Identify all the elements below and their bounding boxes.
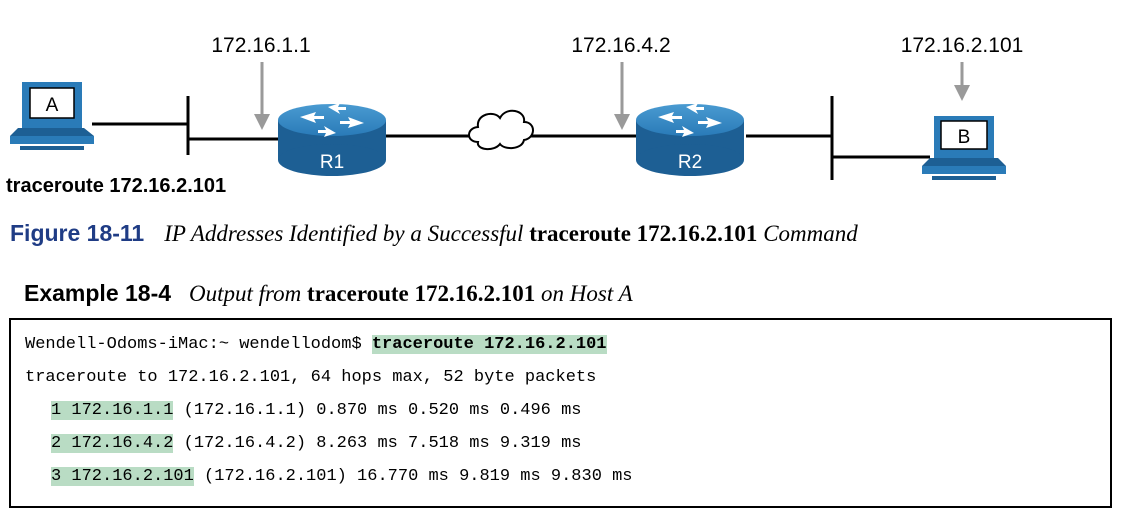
console-line-prompt: Wendell-Odoms-iMac:~ wendellodom$ tracer… — [25, 328, 1096, 361]
hop2-arrow — [614, 62, 630, 130]
dest-arrow — [954, 62, 970, 101]
network-diagram: 172.16.1.1 172.16.4.2 172.16.2.101 — [6, 34, 1024, 197]
example-caption-text-a: Output from — [189, 281, 308, 306]
hop1-arrow — [254, 62, 270, 130]
console-hop-row: 3 172.16.2.101 (172.16.2.101) 16.770 ms … — [25, 460, 1096, 493]
console-hop-row: 2 172.16.4.2 (172.16.4.2) 8.263 ms 7.518… — [25, 427, 1096, 460]
console-hop-row: 1 172.16.1.1 (172.16.1.1) 0.870 ms 0.520… — [25, 394, 1096, 427]
host-b-label: B — [958, 127, 971, 148]
dest-ip-label: 172.16.2.101 — [901, 34, 1024, 57]
example-caption-text-b: on Host A — [535, 281, 633, 306]
hop2-ip-label: 172.16.4.2 — [571, 34, 670, 57]
console-output: Wendell-Odoms-iMac:~ wendellodom$ tracer… — [9, 318, 1112, 508]
example-caption: Example 18-4 Output from traceroute 172.1… — [24, 280, 633, 307]
wan-cloud-icon — [468, 109, 534, 150]
host-a-icon — [10, 82, 94, 150]
hop-details: (172.16.4.2) 8.263 ms 7.518 ms 9.319 ms — [173, 434, 582, 453]
hop-id: 2 172.16.4.2 — [51, 434, 174, 453]
hop-id: 1 172.16.1.1 — [51, 401, 174, 420]
hop1-ip-label: 172.16.1.1 — [211, 34, 310, 57]
host-b-icon — [922, 116, 1006, 180]
figure-caption-text-a: IP Addresses Identified by a Successful — [164, 221, 530, 246]
host-a-label: A — [46, 95, 59, 116]
example-caption-command: traceroute 172.16.2.101 — [307, 281, 536, 306]
console-command: traceroute 172.16.2.101 — [371, 335, 607, 354]
command-label: traceroute 172.16.2.101 — [6, 175, 226, 197]
router-r1-icon — [278, 103, 386, 176]
router-r2-label: R2 — [678, 152, 702, 173]
figure-number: Figure 18-11 — [10, 220, 145, 246]
figure-caption-text-b: Command — [757, 221, 858, 246]
console-prompt: Wendell-Odoms-iMac:~ wendellodom$ — [25, 335, 372, 354]
figure-caption-command: traceroute 172.16.2.101 — [529, 221, 758, 246]
hop-details: (172.16.2.101) 16.770 ms 9.819 ms 9.830 … — [193, 467, 633, 486]
lan-segment-left — [92, 96, 278, 155]
example-number: Example 18-4 — [24, 280, 172, 306]
lan-segment-right — [746, 96, 930, 180]
hop-id: 3 172.16.2.101 — [51, 467, 194, 486]
figure-caption: Figure 18-11 IP Addresses Identified by a… — [10, 220, 858, 247]
router-r2-icon — [636, 103, 744, 176]
hop-details: (172.16.1.1) 0.870 ms 0.520 ms 0.496 ms — [173, 401, 582, 420]
router-r1-label: R1 — [320, 152, 344, 173]
console-line-header: traceroute to 172.16.2.101, 64 hops max,… — [25, 368, 597, 387]
